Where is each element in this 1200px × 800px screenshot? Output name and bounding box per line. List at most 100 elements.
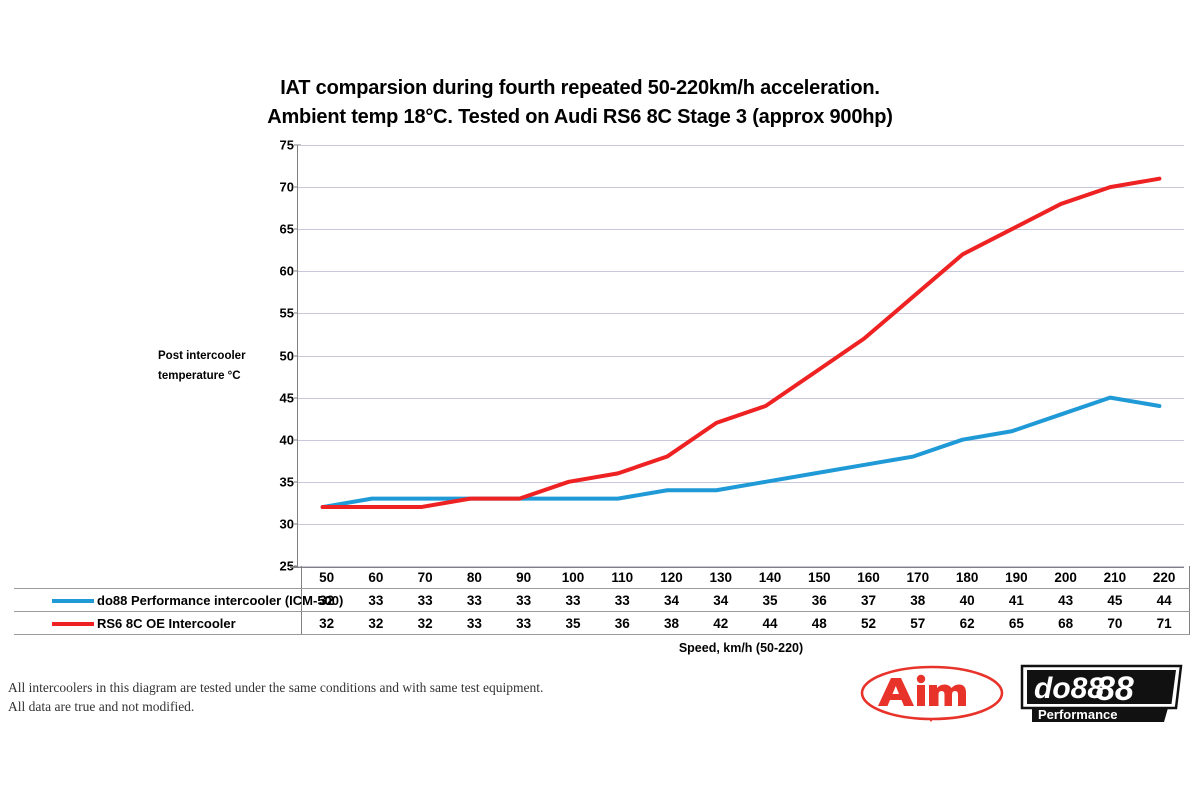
footer-note-line-1: All intercoolers in this diagram are tes… xyxy=(8,680,544,695)
table-row-series-0: do88 Performance intercooler (ICM-500) 3… xyxy=(14,588,1190,612)
table-cell-s1-190: 65 xyxy=(991,611,1041,635)
y-tick-label-75: 75 xyxy=(279,137,294,153)
table-cell-s0-200: 43 xyxy=(1040,588,1091,612)
legend-swatch-blue-icon xyxy=(52,598,94,603)
chart-title: IAT comparsion during fourth repeated 50… xyxy=(0,74,1160,132)
y-axis-title: Post intercooler temperature °C xyxy=(158,346,283,386)
aim-logo xyxy=(860,665,1004,722)
table-cell-s0-180: 40 xyxy=(942,588,992,612)
gridline-70 xyxy=(298,187,1184,189)
table-cell-s1-170: 57 xyxy=(893,611,943,635)
gridline-30 xyxy=(298,523,1184,525)
gridline-35 xyxy=(298,481,1184,483)
table-cell-s0-140: 35 xyxy=(745,588,795,612)
y-tick-label-55: 55 xyxy=(279,305,294,321)
y-tick-label-30: 30 xyxy=(279,516,294,532)
table-cell-s0-190: 41 xyxy=(991,588,1041,612)
gridline-45 xyxy=(298,397,1184,399)
table-cell-s0-80: 33 xyxy=(449,588,500,612)
table-header-speed-150: 150 xyxy=(794,566,844,589)
footer-note: All intercoolers in this diagram are tes… xyxy=(8,679,543,716)
table-cell-s0-170: 38 xyxy=(893,588,943,612)
series-container xyxy=(298,145,1184,566)
table-cell-s1-70: 32 xyxy=(400,611,450,635)
table-row-series-1: RS6 8C OE Intercooler 32 32 32 33 33 35 36 38 42… xyxy=(14,611,1190,635)
chart-title-line-2: Ambient temp 18°C. Tested on Audi RS6 8C… xyxy=(267,106,893,128)
legend-item-oe[interactable]: RS6 8C OE Intercooler xyxy=(14,611,302,635)
table-cell-s1-160: 52 xyxy=(843,611,894,635)
y-tick-label-45: 45 xyxy=(279,390,294,406)
table-cell-s1-100: 35 xyxy=(548,611,598,635)
y-tick-label-65: 65 xyxy=(279,221,294,237)
table-cell-s0-130: 34 xyxy=(696,588,746,612)
data-table-body: 50 60 70 80 90 100 110 120 130 140 150 160 170 180 190… xyxy=(14,566,1190,635)
do88-logo: do88 88 Performance xyxy=(1020,664,1183,722)
y-tick-label-60: 60 xyxy=(279,263,294,279)
table-row-categories: 50 60 70 80 90 100 110 120 130 140 150 160 170 180 190… xyxy=(14,566,1190,589)
table-header-speed-200: 200 xyxy=(1040,566,1091,589)
table-cell-s1-60: 32 xyxy=(351,611,401,635)
data-table: 50 60 70 80 90 100 110 120 130 140 150 160 170 180 190… xyxy=(14,566,1190,635)
legend-label-oe: RS6 8C OE Intercooler xyxy=(97,616,236,632)
table-cell-s0-150: 36 xyxy=(794,588,844,612)
table-cell-s0-60: 33 xyxy=(351,588,401,612)
table-header-speed-170: 170 xyxy=(893,566,943,589)
table-cell-s1-150: 48 xyxy=(794,611,844,635)
y-axis-ticks: 25 30 35 40 45 50 55 60 65 70 75 xyxy=(250,138,301,574)
table-header-speed-70: 70 xyxy=(400,566,450,589)
svg-text:88: 88 xyxy=(1096,670,1134,708)
gridline-75 xyxy=(298,145,1184,146)
table-cell-s1-110: 36 xyxy=(597,611,647,635)
table-header-speed-210: 210 xyxy=(1090,566,1140,589)
table-cell-s1-210: 70 xyxy=(1090,611,1140,635)
table-cell-s1-80: 33 xyxy=(449,611,500,635)
table-cell-s1-220: 71 xyxy=(1139,611,1190,635)
y-tick-label-35: 35 xyxy=(279,474,294,490)
y-axis-line xyxy=(297,145,299,567)
gridline-60 xyxy=(298,271,1184,273)
do88-logo-main: do88 xyxy=(1034,672,1104,705)
table-cell-s0-160: 37 xyxy=(843,588,894,612)
chart-title-line-1: IAT comparsion during fourth repeated 50… xyxy=(280,77,880,99)
table-header-speed-190: 190 xyxy=(991,566,1041,589)
gridline-55 xyxy=(298,313,1184,315)
table-cell-s0-220: 44 xyxy=(1139,588,1190,612)
table-header-speed-140: 140 xyxy=(745,566,795,589)
gridline-50 xyxy=(298,355,1184,357)
y-tick-label-50: 50 xyxy=(279,348,294,363)
table-header-speed-80: 80 xyxy=(449,566,500,589)
table-cell-s0-210: 45 xyxy=(1090,588,1140,612)
gridline-65 xyxy=(298,229,1184,231)
table-header-speed-50: 50 xyxy=(301,566,352,589)
table-cell-s0-100: 33 xyxy=(548,588,598,612)
table-header-speed-90: 90 xyxy=(499,566,549,589)
gridline-40 xyxy=(298,439,1184,441)
legend-item-do88[interactable]: do88 Performance intercooler (ICM-500) xyxy=(14,588,343,612)
x-axis-title: Speed, km/h (50-220) xyxy=(678,641,804,655)
table-header-speed-180: 180 xyxy=(942,566,992,589)
footer-note-line-2: All data are true and not modified. xyxy=(8,698,195,714)
table-cell-s1-120: 38 xyxy=(646,611,697,635)
series-line-1 xyxy=(323,179,1160,507)
table-cell-s0-50: 32 xyxy=(301,588,352,612)
y-tick-label-70: 70 xyxy=(279,179,294,195)
y-axis-title-line-1: Post intercooler xyxy=(158,350,246,362)
y-tick-label-40: 40 xyxy=(279,432,294,448)
table-cell-s1-130: 42 xyxy=(696,611,746,635)
table-header-speed-110: 110 xyxy=(597,566,647,589)
y-axis-title-line-2: temperature °C xyxy=(158,370,241,382)
table-header-speed-160: 160 xyxy=(843,566,894,589)
table-cell-s0-70: 33 xyxy=(400,588,450,612)
table-header-speed-130: 130 xyxy=(696,566,746,589)
table-cell-s1-90: 33 xyxy=(499,611,549,635)
table-header-speed-220: 220 xyxy=(1139,566,1190,589)
table-cell-s1-180: 62 xyxy=(942,611,992,635)
legend-swatch-red-icon xyxy=(52,621,94,626)
table-header-speed-100: 100 xyxy=(548,566,598,589)
table-cell-s0-120: 34 xyxy=(646,588,697,612)
plot-area xyxy=(298,145,1184,567)
legend-label-do88: do88 Performance intercooler (ICM-500) xyxy=(97,593,344,609)
legend-cell-empty xyxy=(14,566,302,589)
table-cell-s1-50: 32 xyxy=(301,611,352,635)
table-cell-s1-140: 44 xyxy=(745,611,795,635)
